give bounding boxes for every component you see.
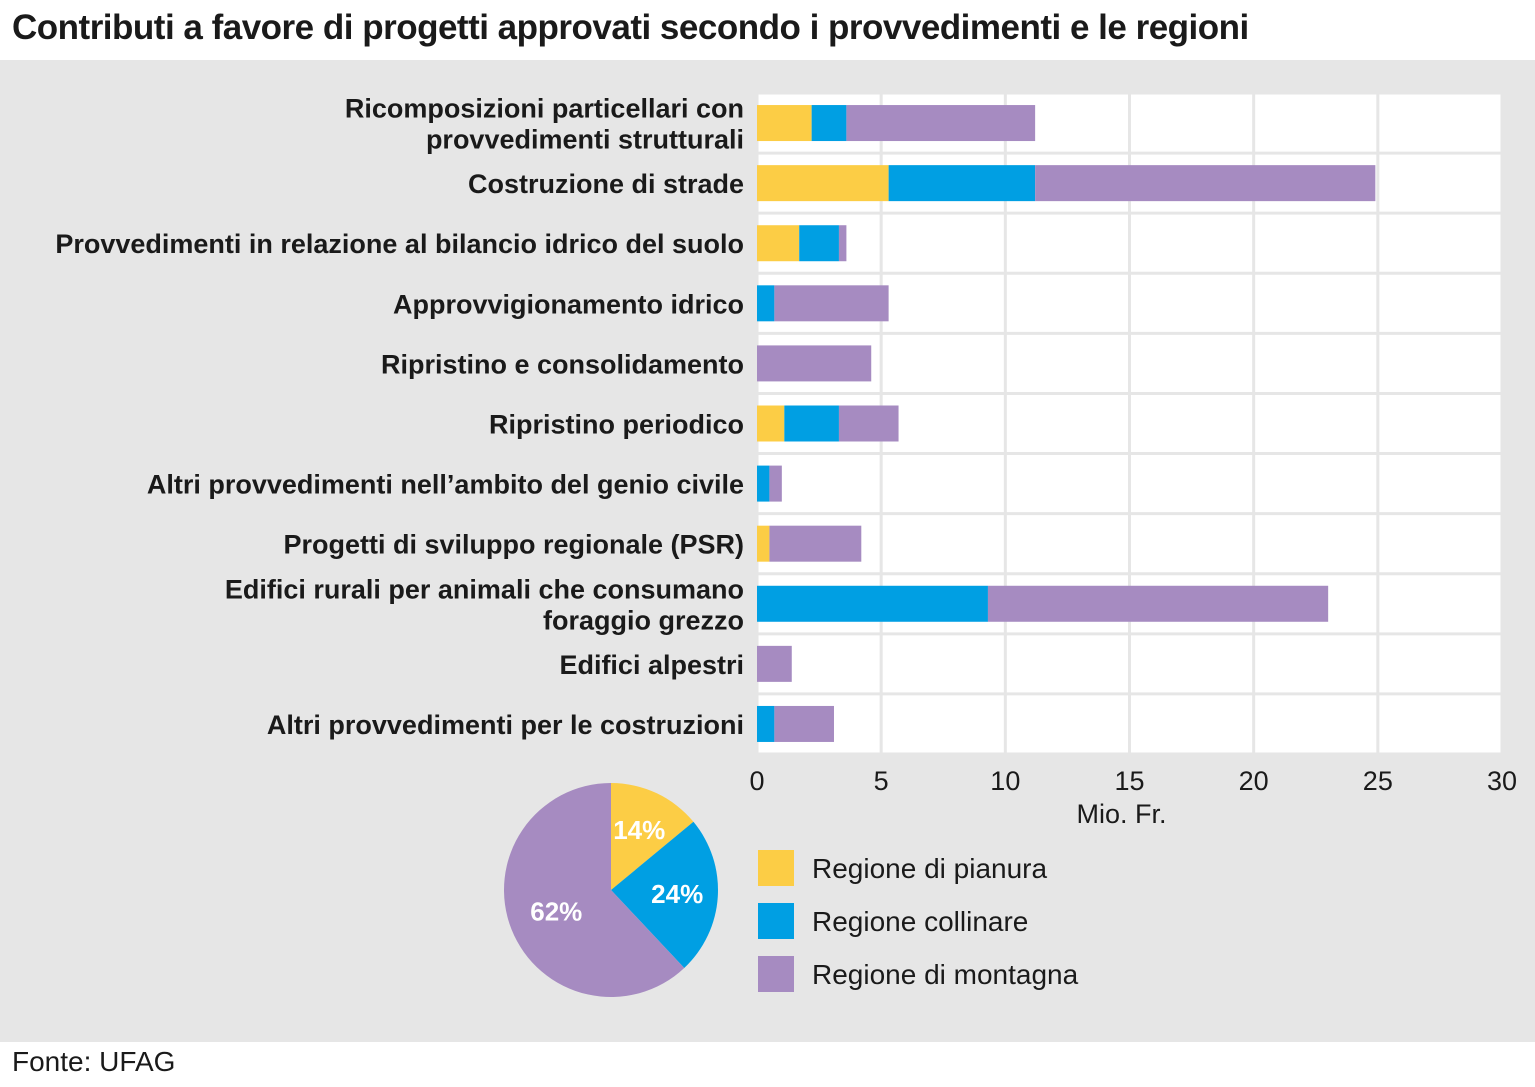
category-labels: Ricomposizioni particellari con provvedim… — [55, 94, 744, 740]
chart-panel: Ricomposizioni particellari con provvedim… — [0, 60, 1535, 1042]
pie-slice — [611, 821, 718, 968]
legend-swatch — [758, 903, 794, 939]
category-label: Altri provvedimenti nell’ambito del geni… — [147, 470, 744, 500]
bar-segment — [987, 585, 1329, 622]
pie-slice — [611, 783, 694, 890]
bar-segment — [757, 585, 988, 622]
legend-label: Regione di pianura — [812, 853, 1047, 884]
bar-series — [757, 105, 1376, 742]
x-axis-label: Mio. Fr. — [1076, 799, 1166, 829]
bar-segment — [757, 645, 792, 682]
bar-segment — [757, 225, 800, 262]
category-label: Altri provvedimenti per le costruzioni — [267, 710, 744, 740]
bar-segment — [757, 165, 889, 202]
pie-slice — [503, 783, 685, 997]
category-label: Ripristino periodico — [489, 410, 744, 440]
bar-segment — [846, 105, 1036, 142]
x-tick-label: 25 — [1363, 766, 1393, 796]
bar-segment — [757, 285, 775, 322]
source-note: Fonte: UFAG — [12, 1046, 176, 1077]
bar-segment — [769, 525, 862, 562]
x-tick-label: 10 — [990, 766, 1020, 796]
chart-title: Contributi a favore di progetti approvat… — [12, 8, 1249, 47]
chart-canvas: Ricomposizioni particellari con provvedim… — [55, 91, 1517, 997]
bar-segment — [1035, 165, 1376, 202]
bar-segment — [757, 465, 770, 502]
x-tick-label: 20 — [1239, 766, 1269, 796]
bar-segment — [769, 465, 782, 502]
bar-segment — [757, 525, 770, 562]
x-tick-label: 0 — [749, 766, 764, 796]
bar-segment — [757, 345, 872, 382]
x-tick-label: 5 — [874, 766, 889, 796]
bar-segment — [774, 285, 889, 322]
pie-slice-label: 14% — [613, 815, 665, 845]
bar-segment — [799, 225, 839, 262]
bar-segment — [757, 105, 812, 142]
bar-segment — [774, 705, 834, 742]
bar-segment — [811, 105, 847, 142]
category-label: Progetti di sviluppo regionale (PSR) — [283, 530, 744, 560]
legend: Regione di pianura Regione collinare Regio… — [758, 850, 1079, 992]
bar-segment — [757, 705, 775, 742]
bar-segment — [838, 405, 899, 442]
category-label: Provvedimenti in relazione al bilancio i… — [55, 229, 744, 259]
x-tick-label: 30 — [1487, 766, 1517, 796]
category-label: Costruzione di strade — [468, 169, 744, 199]
legend-label: Regione di montagna — [812, 959, 1079, 990]
grid-lines — [755, 91, 1504, 756]
bar-segment — [888, 165, 1036, 202]
category-label: Edifici rurali per animali che consumano… — [225, 574, 744, 635]
legend-label: Regione collinare — [812, 906, 1028, 937]
pie-slice-label: 62% — [530, 897, 582, 927]
bar-segment — [838, 225, 847, 262]
category-label: Ricomposizioni particellari con provvedim… — [345, 94, 744, 155]
bar-segment — [757, 405, 785, 442]
x-axis-ticks: 0 5 10 15 20 25 30 — [749, 766, 1517, 796]
legend-swatch — [758, 850, 794, 886]
x-tick-label: 15 — [1114, 766, 1144, 796]
category-label: Edifici alpestri — [559, 650, 744, 680]
pie-chart: 14% 24% 62% — [503, 783, 718, 997]
legend-swatch — [758, 956, 794, 992]
category-label: Ripristino e consolidamento — [381, 349, 744, 379]
category-label: Approvvigionamento idrico — [393, 289, 744, 319]
pie-slice-label: 24% — [651, 879, 703, 909]
bar-segment — [784, 405, 839, 442]
